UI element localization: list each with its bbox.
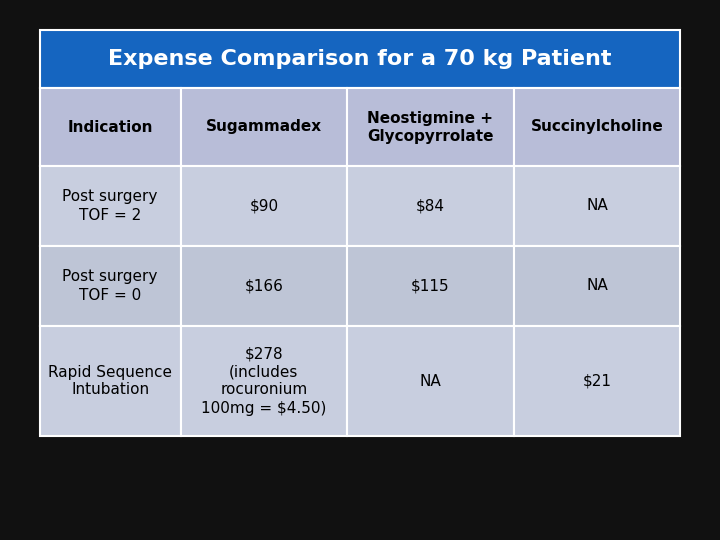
Text: Neostigmine +
Glycopyrrolate: Neostigmine + Glycopyrrolate [367, 111, 494, 144]
FancyBboxPatch shape [347, 88, 514, 166]
FancyBboxPatch shape [347, 326, 514, 436]
FancyBboxPatch shape [514, 246, 680, 326]
Text: $115: $115 [411, 279, 450, 294]
Text: $90: $90 [249, 199, 279, 213]
Text: NA: NA [586, 199, 608, 213]
Text: Indication: Indication [68, 119, 153, 134]
Text: NA: NA [420, 374, 441, 388]
Text: $278
(includes
rocuronium
100mg = $4.50): $278 (includes rocuronium 100mg = $4.50) [201, 347, 327, 415]
FancyBboxPatch shape [40, 166, 181, 246]
FancyBboxPatch shape [40, 326, 181, 436]
Text: Rapid Sequence
Intubation: Rapid Sequence Intubation [48, 364, 172, 397]
FancyBboxPatch shape [181, 88, 347, 166]
FancyBboxPatch shape [347, 166, 514, 246]
Text: Post surgery
TOF = 2: Post surgery TOF = 2 [63, 190, 158, 222]
FancyBboxPatch shape [181, 326, 347, 436]
FancyBboxPatch shape [514, 88, 680, 166]
Text: NA: NA [586, 279, 608, 294]
FancyBboxPatch shape [347, 246, 514, 326]
Text: $166: $166 [245, 279, 283, 294]
FancyBboxPatch shape [181, 246, 347, 326]
Text: Sugammadex: Sugammadex [206, 119, 322, 134]
Text: $84: $84 [416, 199, 445, 213]
Text: $21: $21 [582, 374, 611, 388]
FancyBboxPatch shape [40, 30, 680, 88]
Text: Expense Comparison for a 70 kg Patient: Expense Comparison for a 70 kg Patient [108, 49, 612, 69]
FancyBboxPatch shape [40, 88, 181, 166]
FancyBboxPatch shape [40, 246, 181, 326]
FancyBboxPatch shape [514, 166, 680, 246]
FancyBboxPatch shape [181, 166, 347, 246]
Text: Succinylcholine: Succinylcholine [531, 119, 663, 134]
Text: Post surgery
TOF = 0: Post surgery TOF = 0 [63, 269, 158, 302]
FancyBboxPatch shape [514, 326, 680, 436]
